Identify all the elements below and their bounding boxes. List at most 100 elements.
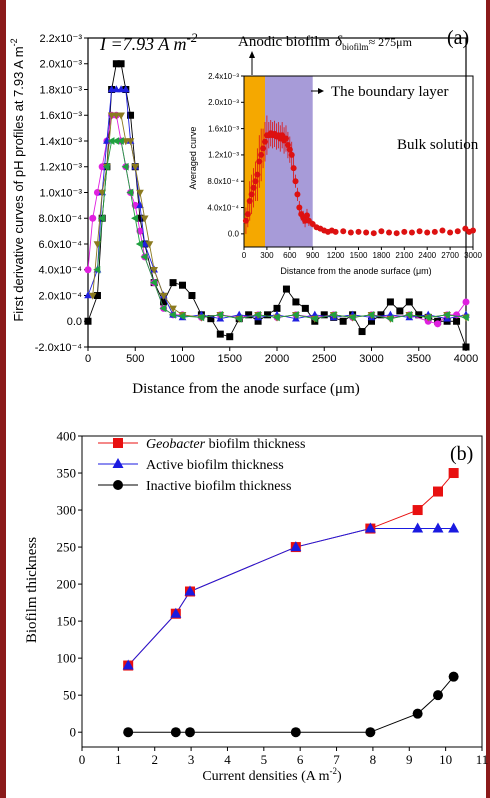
left-border-strip (0, 0, 6, 798)
panel-a-point (117, 60, 125, 68)
inset-point (401, 228, 408, 235)
inset-point (378, 228, 385, 235)
panel-b-point (365, 727, 376, 738)
inset-point (254, 171, 261, 178)
panel-a-point (131, 214, 139, 223)
panel-b-chart: 0 1 2 3 4 5 6 7 8 9 10 11 0 50 100 150 200 250 300 350 400 G… (24, 429, 488, 784)
y-tick-label: 4.0x10⁻⁴ (207, 203, 239, 212)
x-tick-label: 4000 (454, 353, 478, 365)
inset-point (252, 178, 259, 185)
panel-a-point (264, 311, 272, 319)
panel-a-point (424, 313, 431, 322)
x-tick-label: 7 (333, 752, 340, 767)
inset-point (439, 227, 446, 234)
x-tick-label: 1800 (373, 251, 391, 260)
y-tick-label: 1.6x10⁻³ (208, 124, 239, 133)
y-tick-label: 1.2x10⁻³ (40, 162, 83, 174)
panel-a-point (405, 298, 413, 306)
panel-a-point (121, 162, 129, 171)
y-tick-label: 150 (57, 614, 77, 629)
inset-point (256, 158, 263, 165)
delta-value: ≈ 275μm (369, 35, 413, 49)
y-tick-label: 1.4x10⁻³ (40, 136, 83, 148)
panel-a-point (145, 241, 154, 249)
x-tick-label: 2 (151, 752, 158, 767)
panel-a-y-axis-title: First derivative curves of pH profiles a… (9, 38, 26, 321)
panel-a-point (159, 304, 167, 313)
x-tick-label: 11 (476, 752, 489, 767)
bulk-solution-label: Bulk solution (397, 137, 479, 153)
x-tick-label: 1500 (218, 353, 242, 365)
panel-b-point (448, 671, 459, 682)
panel-a-point (462, 298, 470, 306)
panel-a-point (131, 163, 140, 171)
panel-b-legend: Geobacter biofilm thickness Active biofil… (98, 437, 305, 494)
legend-label-italic: Geobacter (146, 437, 206, 452)
panel-a-point (97, 214, 105, 223)
inset-point (296, 204, 303, 211)
panel-b-point (122, 659, 134, 670)
y-tick-label: 2.4x10⁻³ (208, 72, 239, 81)
panel-a-point (282, 285, 290, 293)
inset-point (447, 229, 454, 236)
inset-point (260, 145, 267, 152)
panel-a-point (159, 292, 168, 300)
inset-point (246, 197, 253, 204)
x-tick-label: 1200 (327, 251, 345, 260)
x-tick-label: 2100 (395, 251, 413, 260)
panel-a-point (292, 298, 300, 306)
panel-a-point (127, 111, 135, 119)
panel-b-point (123, 727, 134, 738)
y-tick-label: 1.8x10⁻³ (40, 84, 83, 96)
inset-point (286, 146, 293, 153)
panel-b-point (412, 505, 423, 516)
y-tick-label: 100 (57, 651, 77, 666)
x-tick-label: 6 (297, 752, 304, 767)
panel-a-point (89, 214, 97, 222)
x-axis-title-end: ) (337, 769, 342, 784)
panel-a-point (197, 313, 205, 322)
x-tick-label: 0 (85, 353, 91, 365)
inset-point (261, 138, 268, 145)
panel-a-point (93, 265, 101, 274)
panel-a-point (126, 138, 135, 146)
inset-point (454, 228, 461, 235)
inset-point (355, 228, 362, 235)
panel-a-point (160, 298, 168, 306)
panel-a-series (84, 60, 470, 351)
panel-a-point (140, 215, 149, 223)
inset-y-axis-title: Averaged curve (188, 127, 198, 190)
current-annotation-text: I =7.93 A m (99, 34, 186, 54)
x-tick-label: 2400 (418, 251, 436, 260)
panel-a-point (301, 304, 309, 312)
x-tick-label: 600 (283, 251, 297, 260)
inset-point (416, 228, 423, 235)
y-tick-label: 250 (57, 540, 77, 555)
panel-a-point (84, 266, 92, 274)
panel-a-point (386, 298, 394, 306)
panel-b-point (412, 708, 423, 719)
legend-marker (113, 438, 123, 448)
boundary-arrow-head (318, 88, 324, 94)
right-border-strip (486, 0, 490, 798)
legend-marker (113, 480, 123, 490)
panel-a-point (179, 281, 186, 289)
panel-b-point (290, 541, 302, 552)
panel-a-inset-chart: 0 300 600 900 1200 1500 1800 2100 2400 2700 3000 0.… (188, 34, 482, 276)
biofilm-arrow-head (249, 51, 255, 58)
inset-point (292, 178, 299, 185)
panel-a-point (117, 112, 125, 120)
panel-a-ticks: 0 500 1000 1500 2000 2500 3000 3500 4000-2.0x10⁻… (35, 33, 478, 365)
y-tick-label: 6.0x10⁻⁴ (38, 239, 82, 251)
inset-point (340, 228, 347, 235)
panel-b-point (170, 607, 182, 618)
panel-a-point (112, 137, 120, 145)
panel-b-plot-frame (81, 435, 483, 748)
legend-label-rest: biofilm thickness (205, 437, 305, 452)
y-tick-label: 1.2x10⁻³ (208, 151, 239, 160)
panel-a-point (135, 240, 143, 248)
x-tick-label: 4 (224, 752, 231, 767)
panel-b-point (432, 522, 444, 533)
panel-a-point (140, 253, 148, 261)
anodic-biofilm-text: Anodic biofilm (238, 34, 330, 50)
